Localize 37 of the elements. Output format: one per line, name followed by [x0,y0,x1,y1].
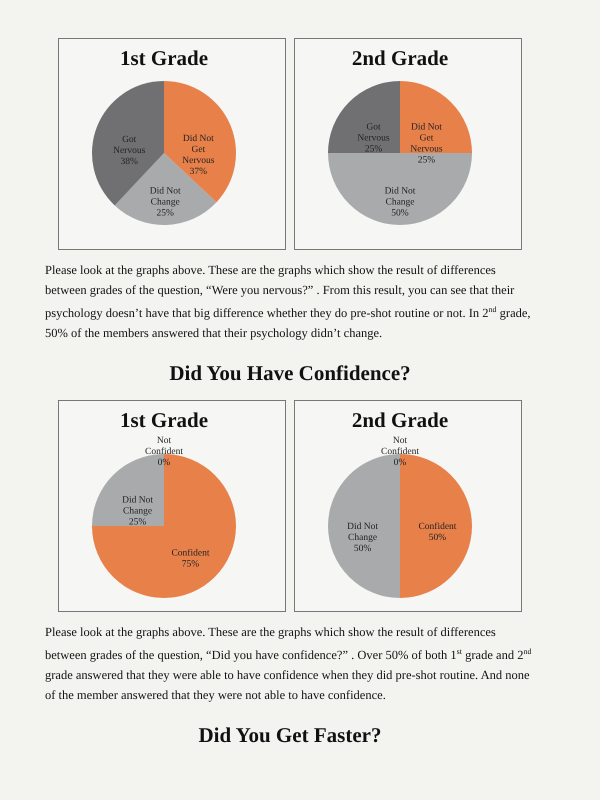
chart-title: 2nd Grade [352,46,448,70]
data-label: 75% [182,560,200,570]
data-label: 50% [391,208,409,218]
slice-label: Did Not Change [347,522,378,544]
slice-label: Did Not Change [150,186,181,208]
data-label: 25% [156,208,174,218]
data-label: 25% [364,144,382,155]
chart-title: 1st Grade [120,408,208,432]
slice-label: Got Nervous [113,135,146,156]
data-label: 25% [418,156,436,166]
chart-title: 2nd Grade [352,408,448,432]
pie-slice [92,454,236,598]
slice-label: Confident [171,548,210,559]
data-label: 37% [190,167,208,178]
pie-slice [400,81,472,153]
data-label: 25% [128,518,146,528]
text: Did You Have Confidence? [168,361,412,386]
text: Please look at the graphs above. These are the graphs which show the result of differences between grades of the question, “Were you nervous?” . From this result, you can see that their psychology doesn’t have that big difference whether they do pre-shot routine or not. In 2$^{nd}$ grade, 50% of the members answered that their psychology didn’t change. [45,263,531,340]
slice-label: Did Not Change [122,496,154,517]
data-label: 38% [120,157,138,168]
slice-label: Got Nervous [357,122,390,144]
pie-slice [328,81,400,153]
pie-slice [328,153,472,225]
slice-label: Did Not Get Nervous [410,122,443,155]
slice-label: Did Not Get Nervous [182,134,215,166]
text: Please look at the graphs above. These are the graphs which show the result of differences between grades of the question, “Did you have confidence?” . Over 50% of both 1$^{st}$ grade and 2$^{nd}$ grade answered that they were able to have confidence when they did pre-shot routine. And none of the member answered that they were not able to have confidence. [45,625,532,702]
data-label: 50% [354,544,372,554]
category-label: Not Confident [145,436,183,458]
text: Did You Get Faster? [198,723,382,748]
slice-label: Did Not Change [384,186,416,208]
chart-title: 1st Grade [120,46,208,70]
category-label: Not Confident [381,436,419,458]
pie-slice [114,153,216,225]
slice-label: Confident [418,522,457,532]
text: 0% [158,458,170,468]
text: 0% [394,458,406,468]
data-label: 50% [428,533,446,544]
